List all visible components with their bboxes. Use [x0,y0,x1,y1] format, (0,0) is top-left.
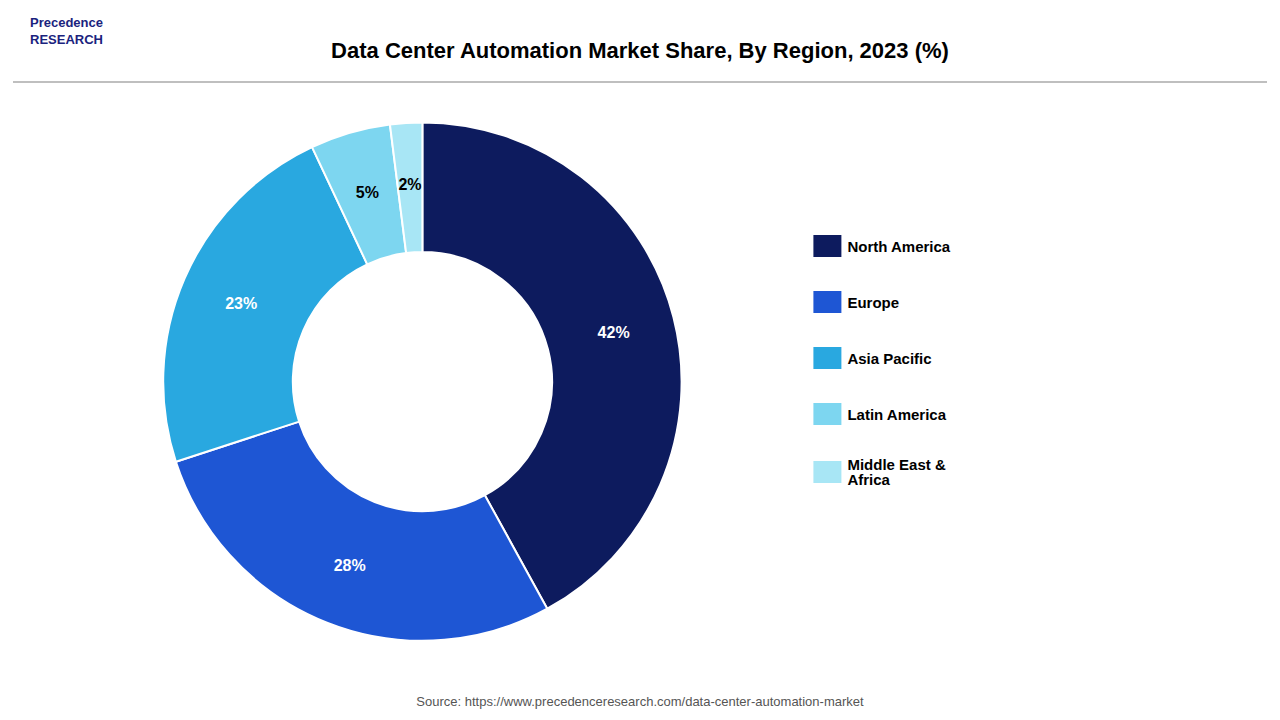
svg-text:28%: 28% [334,557,366,574]
svg-text:Data Center Automation Market: Data Center Automation Market Share, By … [331,38,949,63]
svg-text:Africa: Africa [847,471,890,488]
svg-text:Europe: Europe [847,294,899,311]
svg-text:Source: https://www.precedence: Source: https://www.precedenceresearch.c… [416,694,864,709]
svg-text:Latin America: Latin America [847,406,946,423]
svg-text:Precedence: Precedence [30,15,103,30]
svg-text:42%: 42% [598,324,630,341]
svg-text:RESEARCH: RESEARCH [30,32,103,47]
svg-text:2%: 2% [398,176,421,193]
svg-text:North America: North America [847,238,950,255]
svg-text:Asia Pacific: Asia Pacific [847,350,931,367]
svg-text:23%: 23% [225,295,257,312]
svg-text:Middle East &: Middle East & [847,456,946,473]
svg-text:5%: 5% [356,184,379,201]
